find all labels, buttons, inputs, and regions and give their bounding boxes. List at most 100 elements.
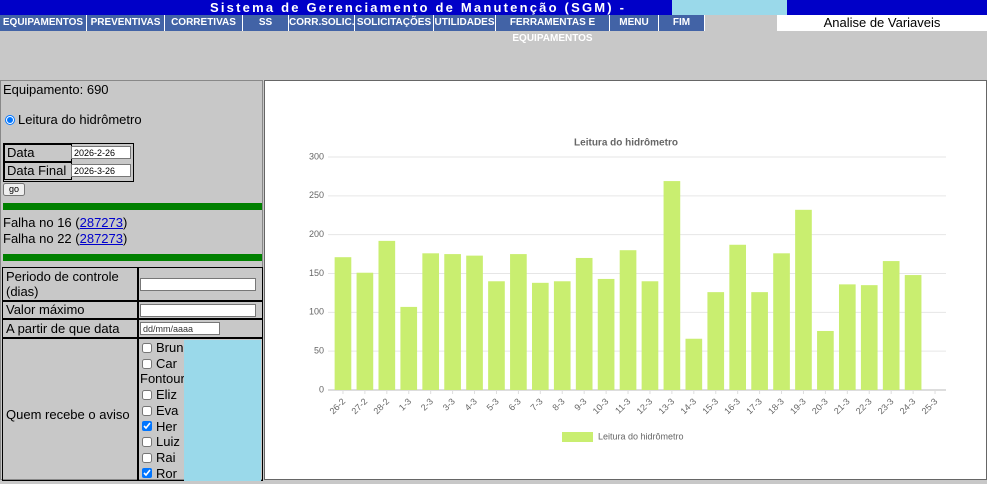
- x-tick-label: 26-2: [328, 396, 348, 416]
- form-table: Periodo de controle (dias) Valor máximo …: [2, 267, 263, 481]
- x-tick-label: 24-3: [898, 396, 918, 416]
- bar: [356, 272, 374, 390]
- menu-item[interactable]: MENU: [610, 15, 659, 31]
- recipient: Her: [140, 419, 185, 435]
- checkbox[interactable]: [142, 437, 152, 448]
- left-panel: Equipamento: 690 Leitura do hidrômetro D…: [0, 80, 263, 481]
- x-tick-label: 21-3: [832, 396, 852, 416]
- bar: [860, 285, 878, 390]
- chart: Leitura do hidrômetro 0 50 100 150 200 250 300…: [309, 138, 946, 442]
- bar: [575, 257, 593, 390]
- title-box: [672, 0, 787, 15]
- chart-title: Leitura do hidrômetro: [574, 138, 678, 149]
- x-tick-label: 1-3: [397, 396, 413, 412]
- from-input[interactable]: dd/mm/aaaa: [140, 322, 220, 335]
- failure-text: ): [123, 215, 128, 230]
- recipient: Eva: [140, 403, 185, 419]
- x-tick-label: 23-3: [876, 396, 896, 416]
- recipient: Brun: [140, 340, 185, 356]
- recipients: Brun Car Fontour Eliz Eva Her Luiz Rai Ror: [140, 340, 185, 481]
- x-tick-label: 18-3: [766, 396, 786, 416]
- menu-item[interactable]: EQUIPAMENTOS: [0, 15, 87, 31]
- recipient-name: Fontour: [140, 371, 185, 387]
- checkbox[interactable]: [142, 421, 152, 432]
- recipient: Fontour: [140, 371, 185, 387]
- menu-item[interactable]: CORR.SOLIC.: [289, 15, 355, 31]
- period-label: Periodo de controle (dias): [2, 267, 138, 301]
- recipient: Car: [140, 356, 185, 372]
- recipient: Rai: [140, 450, 185, 466]
- checkbox[interactable]: [142, 452, 152, 463]
- failure-link[interactable]: 287273: [79, 231, 123, 246]
- go-button[interactable]: go: [3, 183, 26, 196]
- bar: [663, 181, 681, 390]
- bar: [685, 338, 703, 390]
- menu-item[interactable]: UTILIDADES: [434, 15, 496, 31]
- bar: [510, 254, 527, 390]
- recipients-label: Quem recebe o aviso: [2, 338, 138, 481]
- divider: [3, 203, 262, 210]
- from-label: A partir de que data: [2, 319, 138, 338]
- failure-text: ): [123, 231, 128, 246]
- menu-item[interactable]: CORRETIVAS: [165, 15, 243, 31]
- radio-label: Leitura do hidrômetro: [18, 112, 142, 127]
- y-tick-label: 0: [319, 384, 324, 394]
- period-input[interactable]: [140, 278, 256, 291]
- menu-item[interactable]: FIM: [659, 15, 705, 31]
- x-tick-label: 15-3: [700, 396, 720, 416]
- x-tick-label: 7-3: [528, 396, 544, 412]
- legend-label: Leitura do hidrômetro: [598, 431, 684, 441]
- menu-item[interactable]: SOLICITAÇÕES: [355, 15, 434, 31]
- checkbox[interactable]: [142, 468, 152, 479]
- checkbox[interactable]: [142, 405, 152, 416]
- y-tick-label: 50: [314, 346, 324, 356]
- start-label: Data Inicial: [4, 144, 72, 175]
- end-label: Data Final: [4, 162, 72, 180]
- recipient-name: Eva: [156, 402, 179, 418]
- x-tick-label: 5-3: [485, 396, 501, 412]
- y-tick-label: 300: [309, 151, 324, 161]
- recipient-name: Luiz: [156, 434, 180, 450]
- menu: EQUIPAMENTOS PREVENTIVAS CORRETIVAS SS CORR.…: [0, 15, 705, 44]
- bar: [882, 261, 900, 390]
- y-tick-label: 200: [309, 229, 324, 239]
- end-input[interactable]: [71, 164, 131, 177]
- x-tick-label: 22-3: [854, 396, 874, 416]
- bar: [707, 292, 725, 390]
- bar: [773, 253, 790, 390]
- checkbox[interactable]: [142, 358, 152, 369]
- max-input[interactable]: [140, 304, 256, 317]
- radio[interactable]: [5, 114, 15, 125]
- bar: [422, 253, 440, 390]
- bar: [400, 306, 418, 390]
- menu-item[interactable]: SS: [243, 15, 289, 31]
- menu-item[interactable]: FERRAMENTAS E EQUIPAMENTOS: [496, 15, 610, 44]
- x-tick-label: 9-3: [572, 396, 588, 412]
- x-tick-label: 20-3: [810, 396, 830, 416]
- x-tick-label: 28-2: [371, 396, 391, 416]
- menu-item[interactable]: PREVENTIVAS: [87, 15, 165, 31]
- x-tick-label: 13-3: [656, 396, 676, 416]
- date-table: Data Inicial Data Final: [3, 143, 134, 182]
- recipient: Luiz: [140, 434, 185, 450]
- x-tick-label: 11-3: [613, 396, 632, 415]
- recipient: Ror: [140, 466, 185, 482]
- bar: [641, 281, 659, 390]
- x-tick-label: 8-3: [550, 396, 566, 412]
- checkbox[interactable]: [142, 342, 152, 353]
- bar: [817, 330, 834, 390]
- recipient-name: Ror: [156, 465, 177, 481]
- recipient-name: Her: [156, 418, 177, 434]
- recipient-name: Car: [156, 355, 177, 371]
- checkbox[interactable]: [142, 389, 152, 400]
- failure-link[interactable]: 287273: [79, 215, 123, 230]
- page-title: Analise de Variaveis: [777, 15, 987, 31]
- x-tick-label: 3-3: [441, 396, 457, 412]
- failures: Falha no 16 (287273) Falha no 22 (287273): [3, 215, 127, 247]
- start-input[interactable]: [71, 146, 131, 159]
- bar: [553, 281, 571, 390]
- max-label: Valor máximo: [2, 301, 138, 319]
- recipient-name: Brun: [156, 340, 184, 355]
- bar: [531, 282, 549, 390]
- bar: [444, 254, 461, 390]
